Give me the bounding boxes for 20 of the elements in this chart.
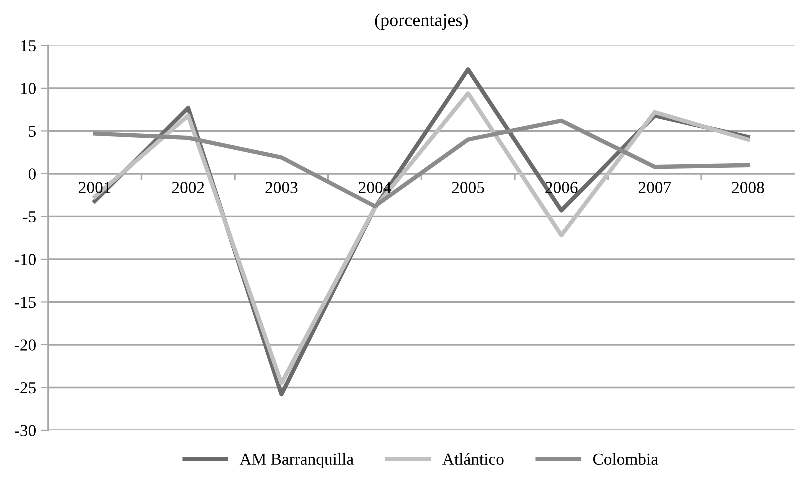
- y-tick-label: -10: [15, 254, 36, 266]
- y-tick-label: 10: [21, 83, 36, 94]
- y-tick-label: 5: [29, 126, 36, 138]
- legend-label: AM Barranquilla: [240, 453, 354, 468]
- y-tick-label: -20: [15, 340, 36, 351]
- y-tick-label: -25: [15, 382, 36, 394]
- x-tick-label: 2007: [638, 182, 672, 194]
- y-tick-label: -15: [15, 297, 36, 308]
- legend-label: Colombia: [593, 453, 658, 466]
- x-tick-label: 2005: [452, 182, 484, 194]
- y-tick-label: 15: [21, 40, 36, 52]
- legend-label: Atlántico: [442, 453, 504, 466]
- x-tick-label: 2008: [732, 182, 764, 194]
- chart-title: (porcentajes): [375, 14, 468, 30]
- x-tick-label: 2002: [172, 182, 204, 194]
- y-tick-label: -5: [23, 212, 36, 223]
- y-tick-label: 0: [28, 168, 36, 180]
- x-tick-label: 2003: [266, 182, 298, 194]
- x-tick-label: 2001: [79, 182, 111, 194]
- y-tick-label: -30: [15, 425, 36, 436]
